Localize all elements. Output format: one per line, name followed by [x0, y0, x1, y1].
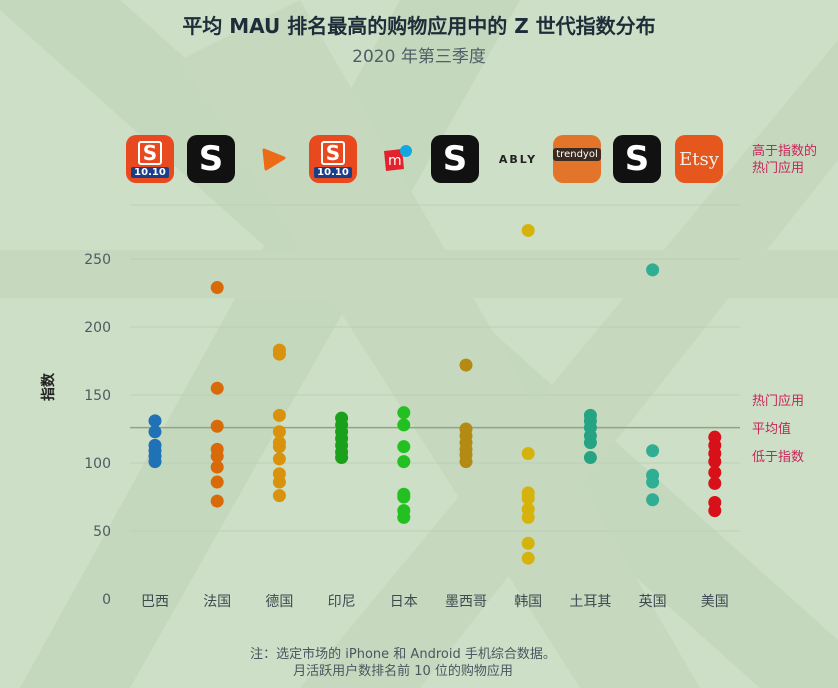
x-category-label: 巴西	[141, 594, 169, 610]
x-category-label: 印尼	[328, 594, 356, 610]
y-tick-label: 150	[84, 388, 111, 404]
data-point	[459, 358, 473, 372]
data-point	[272, 452, 286, 466]
x-category-label: 英国	[639, 593, 667, 610]
data-point	[148, 425, 162, 439]
data-point	[210, 449, 224, 463]
data-point	[210, 460, 224, 474]
data-point	[272, 408, 286, 422]
legend-below-index: 低于指数	[752, 450, 805, 465]
data-point	[708, 455, 722, 469]
x-category-label: 美国	[701, 594, 729, 610]
x-category-label: 墨西哥	[445, 594, 487, 610]
data-point	[397, 455, 411, 469]
data-point	[210, 419, 224, 433]
data-point	[210, 494, 224, 508]
data-point	[272, 475, 286, 489]
etsy-icon: Etsy	[675, 135, 723, 183]
shopee-icon: S 10.10	[126, 135, 174, 183]
x-category-label: 韩国	[514, 594, 542, 610]
footnote-line-2: 月活跃用户数排名前 10 位的购物应用	[293, 664, 513, 679]
data-point	[521, 536, 535, 550]
chart-title: 平均 MAU 排名最高的购物应用中的 Z 世代指数分布	[182, 14, 656, 38]
shein-icon: S	[431, 135, 479, 183]
data-point	[397, 510, 411, 524]
footnote-line-1: 注：选定市场的 iPhone 和 Android 手机综合数据。	[250, 647, 556, 662]
data-point	[397, 440, 411, 454]
data-point	[521, 223, 535, 237]
data-point	[646, 475, 660, 489]
x-category-label: 日本	[390, 594, 418, 610]
shein-icon: S	[187, 135, 235, 183]
data-point	[335, 451, 349, 465]
data-point	[148, 455, 162, 469]
ably-icon: ABLY	[498, 152, 538, 166]
data-point	[272, 347, 286, 361]
mercari-icon: m	[372, 135, 420, 183]
y-tick-label: 200	[84, 320, 111, 336]
data-point	[646, 493, 660, 507]
trendyol-icon: trendyol	[553, 135, 601, 183]
y-tick-label: 0	[102, 592, 111, 608]
data-point	[521, 446, 535, 460]
legend-hot-apps: 热门应用	[752, 394, 805, 409]
data-point	[459, 455, 473, 469]
data-point	[272, 440, 286, 454]
data-point	[397, 406, 411, 420]
data-point	[210, 281, 224, 295]
y-tick-label: 50	[93, 524, 111, 540]
y-tick-label: 250	[84, 252, 111, 268]
data-point	[521, 551, 535, 565]
data-point	[708, 466, 722, 480]
data-point	[521, 510, 535, 524]
x-category-label: 德国	[265, 594, 293, 610]
footnote: 注：选定市场的 iPhone 和 Android 手机综合数据。 月活跃用户数排…	[0, 646, 806, 680]
x-category-label: 法国	[203, 594, 231, 610]
data-point	[521, 491, 535, 505]
legend-average: 平均值	[752, 422, 792, 437]
data-point	[272, 489, 286, 503]
data-point	[646, 263, 660, 277]
data-point	[397, 418, 411, 432]
data-point	[708, 504, 722, 518]
chart-subtitle: 2020 年第三季度	[352, 47, 486, 67]
x-category-label: 土耳其	[569, 594, 611, 610]
legend-above-index: 高于指数的 热门应用	[752, 144, 818, 176]
data-point	[272, 425, 286, 439]
data-point	[583, 451, 597, 465]
y-tick-label: 100	[84, 456, 111, 472]
data-point	[210, 475, 224, 489]
data-point	[583, 436, 597, 450]
data-point	[397, 490, 411, 504]
shopee-icon: S 10.10	[309, 135, 357, 183]
svg-text:m: m	[388, 153, 402, 169]
data-point	[708, 476, 722, 490]
data-point	[210, 381, 224, 395]
shein-icon: S	[613, 135, 661, 183]
data-point	[646, 444, 660, 458]
y-axis-label: 指数	[40, 372, 57, 401]
data-point	[148, 414, 162, 428]
play-icon	[249, 135, 297, 183]
